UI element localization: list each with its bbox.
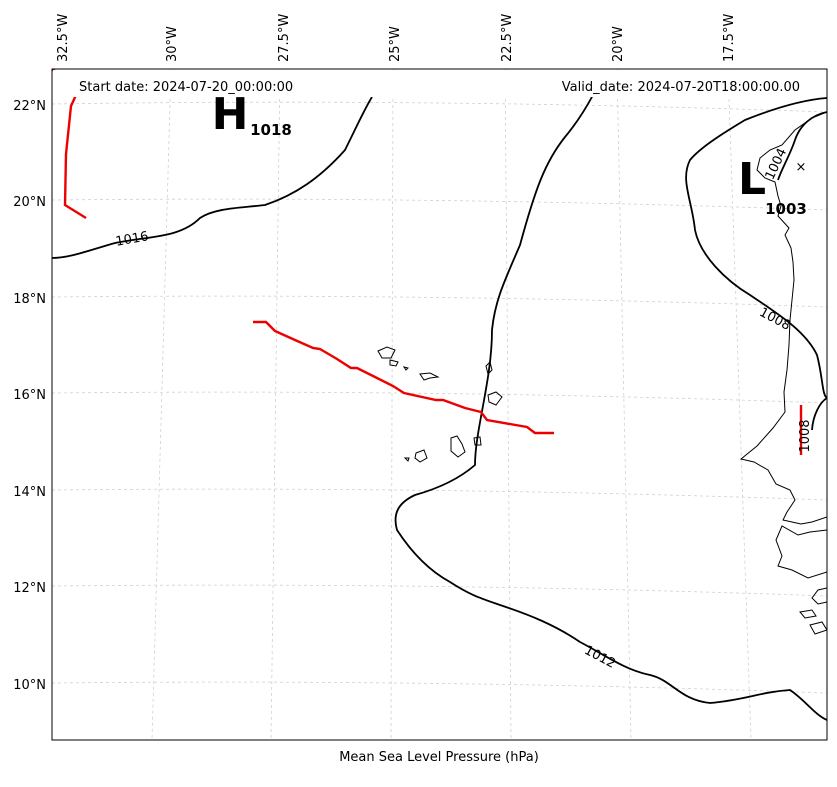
island-sao-vicente [389, 359, 399, 367]
lat-tick-label: 20°N [13, 195, 46, 210]
trough-central [253, 320, 554, 435]
island-santa-luzia [402, 366, 409, 371]
contour-label-1004: 1004 [763, 146, 791, 182]
isobar-1004 [777, 111, 827, 181]
coastlines [377, 111, 827, 635]
high-letter: H [212, 89, 249, 140]
guinea-coast [799, 587, 827, 635]
island-sao-antao [377, 346, 396, 359]
island-brava [403, 457, 410, 462]
island-sal [485, 361, 493, 375]
low-value: 1003 [765, 200, 807, 218]
africa-coast-south [775, 525, 827, 579]
contour-label-1012: 1012 [582, 643, 618, 672]
lon-tick-label: 25°W [388, 26, 403, 62]
low-center-marker: × [796, 160, 807, 175]
valid-date: Valid_date: 2024-07-20T18:00:00.00 [562, 80, 800, 95]
island-sao-nicolau [419, 372, 440, 381]
africa-coast [739, 111, 827, 525]
isobar-1008-east [811, 397, 827, 431]
contour-label-1016: 1016 [114, 229, 149, 250]
contour-labels: 1016 1012 1008 1008 1004 [114, 146, 813, 672]
lat-tick-label: 12°N [13, 581, 46, 596]
isobar-1016 [52, 96, 373, 259]
lat-tick-label: 14°N [13, 485, 46, 500]
lat-tick-label: 22°N [13, 99, 46, 114]
troughs [52, 69, 803, 455]
pressure-centers: H 1018 L 1003 × [212, 89, 807, 218]
map-frame [51, 68, 828, 741]
isobar-1012 [394, 94, 827, 721]
isobar-1008 [685, 97, 827, 399]
island-santiago [450, 435, 466, 458]
lon-tick-label: 30°W [165, 26, 180, 62]
contour-label-1008-east: 1008 [798, 419, 813, 452]
lon-tick-label: 22.5°W [500, 14, 515, 62]
lat-tick-label: 16°N [13, 388, 46, 403]
lat-tick-label: 10°N [13, 678, 46, 693]
start-date: Start date: 2024-07-20_00:00:00 [79, 80, 293, 95]
isobars [52, 94, 827, 721]
island-fogo [414, 449, 428, 463]
lon-ticks: 32.5°W 30°W 27.5°W 25°W 22.5°W 20°W 17.5… [56, 14, 737, 62]
low-letter: L [738, 154, 766, 205]
contour-label-1008: 1008 [757, 305, 793, 334]
x-axis-label: Mean Sea Level Pressure (hPa) [339, 750, 539, 765]
graticule [52, 69, 827, 740]
lat-tick-label: 18°N [13, 292, 46, 307]
lon-tick-label: 27.5°W [277, 14, 292, 62]
header-band [53, 70, 826, 97]
lon-tick-label: 17.5°W [722, 14, 737, 62]
lon-tick-label: 32.5°W [56, 14, 71, 62]
lat-ticks: 22°N 20°N 18°N 16°N 14°N 12°N 10°N [13, 99, 46, 693]
high-value: 1018 [250, 121, 292, 139]
lon-tick-label: 20°W [611, 26, 626, 62]
island-boa-vista [487, 391, 503, 406]
